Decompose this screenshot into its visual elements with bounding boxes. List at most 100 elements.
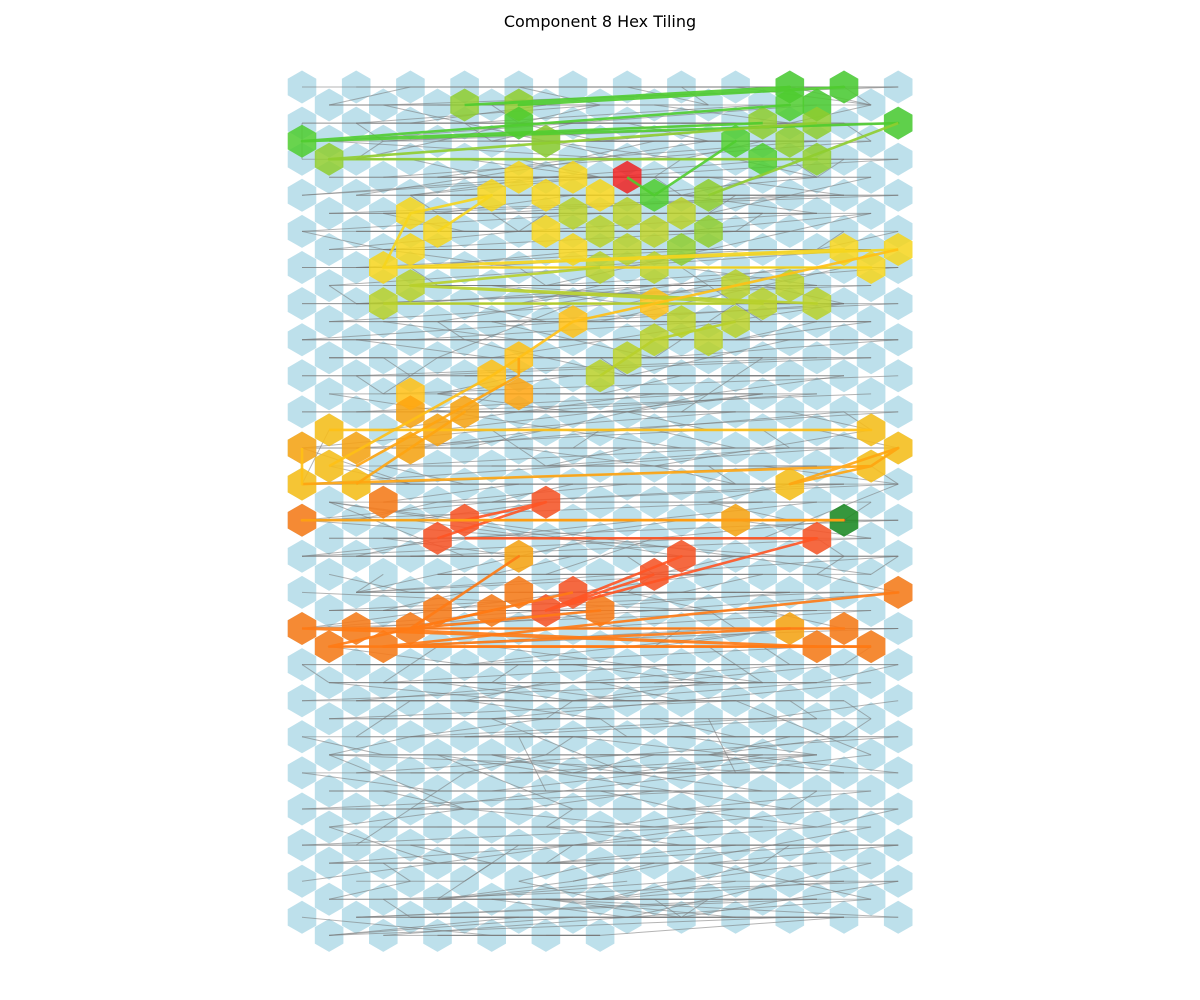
highlighted-hex xyxy=(396,395,425,429)
grey-edge xyxy=(627,754,763,774)
grey-edge xyxy=(437,754,574,810)
grey-edge xyxy=(518,736,547,792)
grey-edge xyxy=(518,212,817,232)
grey-edge xyxy=(328,285,357,305)
highlighted-hex xyxy=(775,269,805,303)
grey-edge xyxy=(301,501,763,521)
grey-edge xyxy=(356,898,817,918)
highlighted-hex xyxy=(694,214,723,248)
grey-edge xyxy=(355,573,384,593)
grey-edge xyxy=(437,393,763,431)
grey-edge xyxy=(464,646,817,666)
hex-cell xyxy=(314,774,344,808)
highlighted-hex xyxy=(504,575,534,609)
grey-edge xyxy=(545,898,736,918)
colored-path xyxy=(300,103,900,143)
grey-edge xyxy=(383,375,411,395)
grey-edge xyxy=(627,411,709,431)
grey-edge xyxy=(328,754,465,810)
grey-edge xyxy=(437,393,574,413)
grey-edge xyxy=(518,393,655,413)
highlighted-hex xyxy=(396,233,425,266)
grey-edge xyxy=(329,682,519,702)
grey-edge xyxy=(383,375,899,395)
grey-edge xyxy=(410,429,546,449)
grey-edge xyxy=(301,916,492,936)
grey-edge xyxy=(329,393,682,449)
grey-edge xyxy=(762,483,899,539)
grey-edge xyxy=(518,862,601,882)
grey-edge xyxy=(681,880,899,918)
grey-edge xyxy=(329,916,519,936)
highlighted-hex xyxy=(667,196,696,230)
colored-path xyxy=(518,248,899,359)
grey-edge xyxy=(383,880,899,900)
grey-edge xyxy=(572,682,817,702)
grey-edge xyxy=(356,104,601,124)
grey-edge xyxy=(410,501,546,521)
grey-edge xyxy=(708,176,845,196)
grey-edge xyxy=(464,754,547,774)
grey-edge xyxy=(410,844,492,864)
highlighted-hex xyxy=(558,196,588,230)
highlighted-hex xyxy=(504,377,534,411)
colored-path xyxy=(708,121,899,197)
highlighted-hex xyxy=(558,233,588,266)
grey-edge xyxy=(329,230,519,250)
grey-edge xyxy=(355,700,411,738)
grey-edge xyxy=(437,158,574,178)
grey-edge xyxy=(870,555,899,575)
grey-edge xyxy=(355,375,384,395)
grey-edge xyxy=(301,537,709,557)
grey-edge xyxy=(627,664,763,684)
grey-edge xyxy=(654,339,682,359)
grey-edge xyxy=(518,285,601,305)
grey-edge xyxy=(491,664,520,684)
grey-edge xyxy=(681,790,872,810)
highlighted-hex xyxy=(531,178,561,212)
grey-edge xyxy=(437,754,790,810)
grey-edge xyxy=(681,573,763,593)
grey-edge xyxy=(518,267,547,286)
grey-edge xyxy=(491,303,845,359)
grey-edge xyxy=(762,429,791,449)
grey-edge xyxy=(301,609,817,629)
grey-edge xyxy=(301,429,492,449)
grey-edge xyxy=(329,916,574,936)
highlighted-hex xyxy=(314,449,344,483)
grey-edge xyxy=(437,772,465,792)
colored-path xyxy=(409,266,819,305)
grey-edge xyxy=(491,754,817,792)
grey-edge xyxy=(356,339,492,359)
grey-edge xyxy=(491,429,547,467)
grey-edge xyxy=(301,736,384,756)
grey-edge xyxy=(654,465,736,485)
grey-edge xyxy=(681,267,763,323)
grey-edge xyxy=(735,519,872,539)
grey-edge xyxy=(545,844,736,864)
grey-edge xyxy=(383,664,682,684)
grey-edge xyxy=(301,573,709,629)
grey-edge xyxy=(301,826,709,846)
grey-edge xyxy=(410,194,438,214)
grey-edge xyxy=(572,862,655,882)
grey-edge xyxy=(545,447,790,467)
grey-edge xyxy=(437,303,574,359)
grey-edge xyxy=(301,682,763,702)
grey-edge xyxy=(600,537,872,575)
grey-edge xyxy=(545,447,628,467)
grey-edge xyxy=(708,465,736,485)
grey-edge xyxy=(545,898,682,918)
grey-edge xyxy=(410,718,546,738)
grey-edge xyxy=(708,303,736,323)
grey-edge xyxy=(301,790,709,810)
grey-edge xyxy=(600,411,899,431)
grey-edge xyxy=(491,212,520,232)
colored-path xyxy=(355,410,466,486)
colored-path xyxy=(355,357,521,468)
highlighted-hex xyxy=(531,214,561,248)
highlighted-hex xyxy=(775,124,805,158)
hex-cell xyxy=(314,341,344,375)
grey-edge xyxy=(627,122,709,142)
grey-edge xyxy=(383,230,736,250)
